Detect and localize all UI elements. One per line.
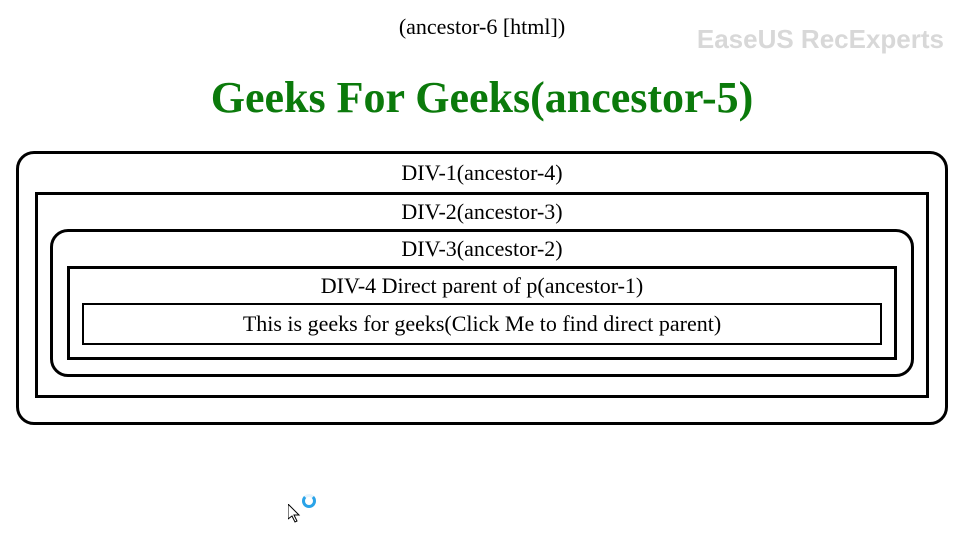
div-2-label: DIV-2(ancestor-3) [50, 199, 914, 225]
watermark-text: EaseUS RecExperts [697, 24, 944, 55]
div-4-label: DIV-4 Direct parent of p(ancestor-1) [82, 273, 882, 299]
div-3-label: DIV-3(ancestor-2) [67, 236, 897, 262]
page-heading: Geeks For Geeks(ancestor-5) [0, 72, 964, 123]
div-1-label: DIV-1(ancestor-4) [35, 160, 929, 186]
cursor-arrow-icon [288, 504, 304, 524]
busy-spinner-icon [302, 494, 316, 508]
click-me-paragraph[interactable]: This is geeks for geeks(Click Me to find… [82, 303, 882, 345]
div-2-ancestor-3: DIV-2(ancestor-3) DIV-3(ancestor-2) DIV-… [35, 192, 929, 398]
div-3-ancestor-2: DIV-3(ancestor-2) DIV-4 Direct parent of… [50, 229, 914, 377]
div-4-ancestor-1: DIV-4 Direct parent of p(ancestor-1) Thi… [67, 266, 897, 360]
div-1-ancestor-4: DIV-1(ancestor-4) DIV-2(ancestor-3) DIV-… [16, 151, 948, 425]
